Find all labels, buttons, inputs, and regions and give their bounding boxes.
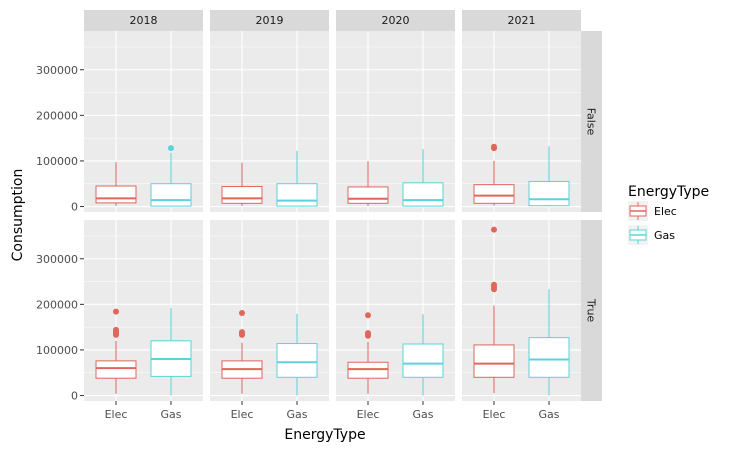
outlier-point [491, 143, 497, 150]
y-tick-label: 300000 [36, 64, 78, 77]
box-iqr [528, 337, 570, 378]
outlier-point [113, 308, 119, 315]
strip-label: 2019 [256, 14, 284, 27]
box-iqr [402, 182, 444, 207]
box-2018-true-elec [95, 308, 137, 394]
outlier-point [239, 310, 245, 317]
legend-entry-gas: Gas [628, 225, 675, 245]
facet-panels [84, 31, 581, 401]
strip-background [462, 10, 581, 31]
outlier-point [168, 145, 174, 152]
column-strips: 2018 2019 2020 2021 [84, 10, 581, 31]
x-tick-label: Gas [287, 408, 308, 421]
y-tick-label: 100000 [36, 155, 78, 168]
outlier-point [491, 226, 497, 233]
box-iqr [402, 343, 444, 378]
outlier-point [491, 281, 497, 288]
box-iqr [473, 344, 515, 378]
x-tick-label: Gas [413, 408, 434, 421]
box-2019-false-elec [221, 162, 263, 206]
box-iqr [221, 185, 263, 204]
x-axis: Elec Gas Elec Gas Elec Gas Elec Gas [105, 401, 560, 421]
panel-background [84, 31, 203, 212]
panel-background [336, 31, 455, 212]
box-iqr [95, 185, 137, 204]
strip-true: True [581, 220, 602, 401]
box-iqr [347, 361, 389, 379]
box-2021-true-elec [473, 226, 515, 394]
box-iqr [276, 343, 318, 378]
strip-background [581, 31, 602, 212]
box-2018-false-gas [150, 145, 192, 207]
strip-2021: 2021 [462, 10, 581, 31]
y-tick-label: 200000 [36, 298, 78, 311]
outlier-point [113, 326, 119, 333]
legend: EnergyType Elec Gas [628, 184, 709, 245]
strip-label: False [585, 108, 598, 136]
y-tick-label: 300000 [36, 253, 78, 266]
y-tick-label: 0 [71, 201, 78, 214]
box-iqr [528, 180, 570, 207]
box-iqr [473, 184, 515, 204]
x-tick-label: Elec [357, 408, 380, 421]
x-tick-label: Elec [231, 408, 254, 421]
strip-background [210, 10, 329, 31]
box-2020-true-elec [347, 312, 389, 394]
box-iqr [276, 183, 318, 207]
panel-2019-false [210, 31, 329, 212]
y-tick-label: 100000 [36, 344, 78, 357]
box-2020-false-elec [347, 161, 389, 206]
legend-entry-elec: Elec [628, 201, 677, 221]
box-2020-true-gas [402, 314, 444, 396]
y-tick-label: 200000 [36, 109, 78, 122]
box-2021-false-elec [473, 143, 515, 206]
box-2018-false-elec [95, 162, 137, 206]
box-iqr [347, 186, 389, 204]
strip-false: False [581, 31, 602, 212]
strip-2018: 2018 [84, 10, 203, 31]
strip-label: 2018 [130, 14, 158, 27]
y-tick-label: 0 [71, 390, 78, 403]
box-2019-true-gas [276, 313, 318, 396]
x-tick-label: Gas [161, 408, 182, 421]
legend-label: Elec [654, 205, 677, 218]
x-tick-label: Elec [105, 408, 128, 421]
box-iqr [95, 360, 137, 379]
box-iqr [150, 183, 192, 207]
strip-2019: 2019 [210, 10, 329, 31]
legend-label: Gas [654, 229, 675, 242]
strip-2020: 2020 [336, 10, 455, 31]
y-axis: 0 100000 200000 300000 0 100000 200000 300000 [36, 64, 84, 403]
strip-background [336, 10, 455, 31]
legend-title: EnergyType [628, 184, 709, 200]
panel-background [210, 31, 329, 212]
strip-label: 2021 [508, 14, 536, 27]
strip-label: 2020 [382, 14, 410, 27]
outlier-point [365, 330, 371, 337]
strip-background [581, 220, 602, 401]
y-axis-title: Consumption [10, 169, 26, 262]
strip-label: True [585, 298, 598, 323]
strip-background [84, 10, 203, 31]
row-strips: False True [581, 31, 602, 401]
box-2019-true-elec [221, 310, 263, 394]
outlier-point [365, 312, 371, 319]
box-2020-false-gas [402, 149, 444, 207]
x-tick-label: Gas [539, 408, 560, 421]
panel-2018-false [84, 31, 203, 212]
box-2019-false-gas [276, 150, 318, 207]
box-2021-true-gas [528, 289, 570, 396]
box-2018-true-gas [150, 307, 192, 396]
x-tick-label: Elec [483, 408, 506, 421]
x-axis-title: EnergyType [284, 427, 365, 443]
outlier-point [239, 329, 245, 336]
box-2021-false-gas [528, 146, 570, 207]
